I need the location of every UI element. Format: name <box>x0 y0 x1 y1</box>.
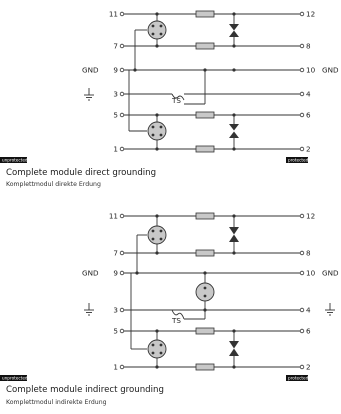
gnd-label-right: GND <box>322 269 339 278</box>
unprotected-tag <box>0 375 27 381</box>
gnd-label-left: GND <box>82 66 99 75</box>
pin-label-left: 5 <box>113 111 118 120</box>
gnd-label-left: GND <box>82 269 99 278</box>
protected-tag <box>286 157 308 163</box>
ts-label: TS <box>171 316 181 325</box>
pin-label-left: 1 <box>113 363 118 372</box>
protected-tag <box>286 375 308 381</box>
pin-label-right: 6 <box>306 327 311 336</box>
pin-label-left: 11 <box>109 212 118 221</box>
pin-label-right: 6 <box>306 111 311 120</box>
diagram-title: Complete module indirect grounding <box>6 385 164 395</box>
pin-label-left: 11 <box>109 10 118 19</box>
ground-symbol-icon <box>325 303 335 316</box>
protected-tag-label: protected <box>288 375 309 380</box>
pin-label-right: 4 <box>306 90 311 99</box>
unprotected-tag-label: unprotected <box>2 157 28 162</box>
pin-terminals <box>119 11 305 152</box>
resistors <box>195 212 215 371</box>
junction-dots <box>135 214 236 369</box>
diagram-subtitle: Komplettmodul indirekte Erdung <box>6 399 107 406</box>
unprotected-tag-label: unprotected <box>2 375 28 380</box>
pin-label-right: 2 <box>306 145 311 154</box>
tvs-diode-icon <box>229 227 239 356</box>
pin-label-left: 7 <box>113 42 118 51</box>
pin-label-left: 1 <box>113 145 118 154</box>
pin-label-left: 7 <box>113 249 118 258</box>
pin-label-left: 5 <box>113 327 118 336</box>
unprotected-tag <box>0 157 27 163</box>
pin-terminals <box>119 213 305 370</box>
protected-tag-label: protected <box>288 157 309 162</box>
pin-label-right: 10 <box>306 269 316 278</box>
pin-label-left: 3 <box>113 306 118 315</box>
ground-symbol-icon <box>84 303 94 316</box>
tvs-diode-icon <box>229 24 239 138</box>
ground-symbol-icon <box>84 88 94 101</box>
schematic-direct-grounding: 11 7 9 3 5 1 12 8 10 4 6 2 GND GND TS un… <box>0 0 341 168</box>
pin-label-right: 8 <box>306 249 311 258</box>
pin-label-left: 9 <box>113 269 118 278</box>
pin-label-left: 3 <box>113 90 118 99</box>
gas-discharge-tube-icon <box>147 225 215 359</box>
schematic-indirect-grounding: 11 7 9 3 5 1 12 8 10 4 6 2 GND GND TS un… <box>0 201 341 383</box>
diagram-title: Complete module direct grounding <box>6 168 157 178</box>
gas-discharge-tube-icon <box>147 20 167 141</box>
pin-label-right: 12 <box>306 10 315 19</box>
pin-label-right: 12 <box>306 212 315 221</box>
circuit-diagram-indirect: 11 7 9 3 5 1 12 8 10 4 6 2 GND GND TS un… <box>0 212 339 381</box>
circuit-diagram-direct: 11 7 9 3 5 1 12 8 10 4 6 2 GND GND TS un… <box>0 10 339 163</box>
junction-dots <box>133 12 236 151</box>
ts-label: TS <box>171 96 181 105</box>
pin-label-left: 9 <box>113 66 118 75</box>
pin-label-right: 2 <box>306 363 311 372</box>
gnd-label-right: GND <box>322 66 339 75</box>
pin-label-right: 4 <box>306 306 311 315</box>
diagram-subtitle: Komplettmodul direkte Erdung <box>6 181 101 188</box>
resistors <box>195 10 215 153</box>
pin-label-right: 10 <box>306 66 316 75</box>
pin-label-right: 8 <box>306 42 311 51</box>
